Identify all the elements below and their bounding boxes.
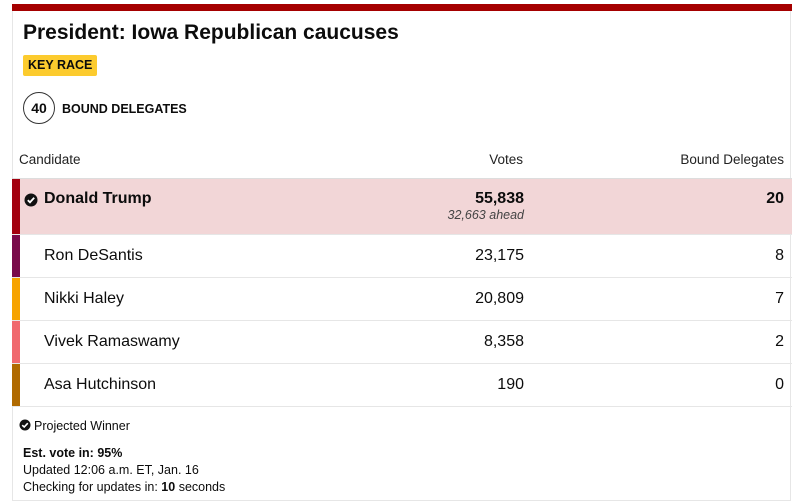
check-icon (19, 419, 31, 431)
row: Vivek Ramaswamy 8,358 2 (12, 321, 792, 364)
delegates: 20 (766, 190, 784, 207)
checking-prefix: Checking for updates in: (23, 480, 158, 494)
delegates: 7 (775, 290, 784, 307)
delegates: 0 (775, 376, 784, 393)
delegate-label: BOUND DELEGATES (62, 102, 187, 116)
legend: Projected Winner (34, 419, 130, 433)
delegates: 8 (775, 247, 784, 264)
votes: 55,838 (475, 190, 524, 207)
row: Asa Hutchinson 190 0 (12, 364, 792, 407)
color-bar (12, 364, 20, 406)
checking: Checking for updates in: 10 seconds (23, 480, 225, 494)
delegate-count: 40 (23, 92, 55, 124)
title: President: Iowa Republican caucuses (23, 21, 399, 44)
color-bar (12, 321, 20, 363)
votes: 20,809 (475, 290, 524, 307)
divider (12, 178, 792, 179)
candidate-name: Donald Trump (44, 190, 152, 207)
row: Ron DeSantis 23,175 8 (12, 235, 792, 278)
column-header: Candidate (19, 152, 81, 167)
updated: Updated 12:06 a.m. ET, Jan. 16 (23, 463, 199, 477)
top-bar (12, 4, 792, 11)
candidate-name: Asa Hutchinson (44, 376, 157, 393)
color-bar (12, 179, 20, 234)
votes: 190 (497, 376, 524, 393)
row: Nikki Haley 20,809 7 (12, 278, 792, 321)
votes: 8,358 (483, 333, 524, 350)
est-vote: Est. vote in: 95% (23, 446, 123, 460)
votes-ahead: 32,663 ahead (447, 208, 524, 222)
candidate-name: Vivek Ramaswamy (44, 333, 180, 350)
winner-icon (24, 193, 38, 207)
column-header: Votes (489, 152, 523, 167)
candidate-name: Ron DeSantis (44, 247, 143, 264)
row: Donald Trump 55,838 32,663 ahead 20 (12, 179, 792, 235)
color-bar (12, 235, 20, 277)
column-header: Bound Delegates (680, 152, 784, 167)
delegates: 2 (775, 333, 784, 350)
checking-suffix: seconds (178, 480, 226, 494)
candidate-name: Nikki Haley (44, 290, 125, 307)
checking-value: 10 (161, 480, 176, 494)
votes: 23,175 (475, 247, 524, 264)
color-bar (12, 278, 20, 320)
badge: KEY RACE (23, 55, 98, 76)
